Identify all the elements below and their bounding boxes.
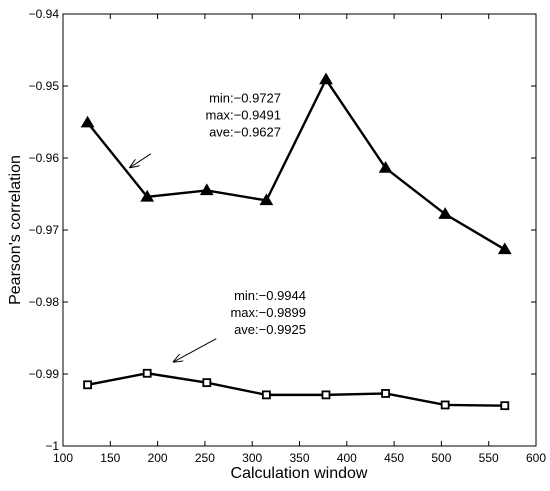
annotation-layer: min:−0.9727 max:−0.9491 ave:−0.9627 min:−0.… bbox=[130, 91, 306, 362]
square-marker bbox=[142, 368, 152, 378]
y-tick-label: −0.97 bbox=[29, 223, 60, 237]
square-marker bbox=[500, 401, 510, 411]
annotation-text: ave:−0.9925 bbox=[234, 322, 306, 337]
x-tick-label: 550 bbox=[479, 451, 499, 465]
annotation-arrow bbox=[174, 338, 217, 362]
y-tick-label: −0.95 bbox=[29, 79, 60, 93]
series-line-1 bbox=[87, 372, 505, 407]
y-tick-label: −0.94 bbox=[29, 7, 60, 21]
triangle-marker bbox=[319, 72, 333, 85]
square-marker bbox=[261, 390, 271, 400]
triangle-marker bbox=[497, 242, 512, 255]
x-tick-label: 100 bbox=[53, 451, 73, 465]
y-axis-label: Pearson's correlation bbox=[7, 155, 24, 305]
square-marker bbox=[83, 380, 92, 390]
x-tick-label: 150 bbox=[100, 451, 120, 465]
x-tick-label: 400 bbox=[337, 451, 357, 465]
annotation-text: max:−0.9899 bbox=[230, 305, 306, 320]
square-marker bbox=[381, 389, 390, 398]
annotation-text: max:−0.9491 bbox=[205, 108, 281, 123]
plot-frame bbox=[62, 13, 537, 447]
triangle-marker bbox=[199, 183, 214, 196]
square-marker bbox=[202, 378, 212, 388]
triangle-marker bbox=[259, 193, 274, 206]
annotation-text: ave:−0.9627 bbox=[209, 125, 281, 140]
triangle-marker bbox=[80, 115, 95, 128]
triangle-marker bbox=[438, 207, 453, 219]
x-tick-label: 350 bbox=[289, 451, 309, 465]
y-tick-label: −0.99 bbox=[29, 367, 60, 381]
triangle-marker bbox=[378, 161, 393, 173]
x-tick-label: 450 bbox=[384, 451, 404, 465]
y-tick-label: −1 bbox=[45, 439, 59, 453]
x-tick-label: 200 bbox=[148, 451, 168, 465]
series-layer bbox=[80, 72, 512, 411]
series-line-0 bbox=[86, 77, 506, 251]
square-marker bbox=[440, 400, 450, 410]
square-marker bbox=[321, 390, 331, 400]
x-tick-label: 250 bbox=[195, 451, 215, 465]
annotation-text: min:−0.9727 bbox=[209, 91, 281, 106]
x-axis-label: Calculation window bbox=[231, 465, 368, 482]
annotation-text: min:−0.9944 bbox=[234, 288, 306, 303]
x-tick-label: 600 bbox=[526, 451, 546, 465]
y-tick-label: −0.98 bbox=[29, 295, 60, 309]
x-tick-label: 500 bbox=[431, 451, 451, 465]
triangle-marker bbox=[140, 189, 155, 202]
axis-ticks: 100 150 200 250 300 350 400 450 500 550 600 −1 −0.99… bbox=[29, 7, 547, 465]
y-tick-label: −0.96 bbox=[29, 151, 60, 165]
annotation-arrow bbox=[130, 153, 152, 168]
x-tick-label: 300 bbox=[242, 451, 262, 465]
